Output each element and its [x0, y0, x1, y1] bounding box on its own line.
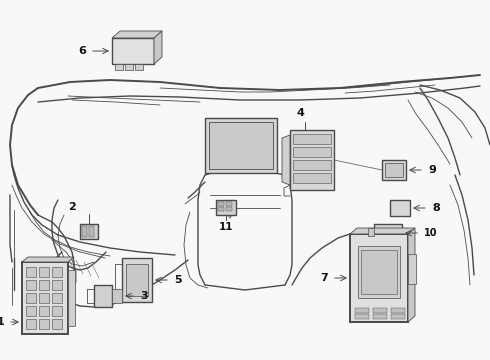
Bar — [26, 306, 36, 316]
Bar — [205, 118, 277, 173]
Bar — [373, 308, 387, 313]
Bar — [122, 258, 152, 302]
Bar — [115, 64, 123, 70]
Bar — [391, 308, 405, 313]
Bar — [390, 200, 410, 216]
Bar — [293, 160, 331, 170]
Bar — [89, 226, 94, 237]
Bar — [52, 280, 62, 290]
Bar — [52, 267, 62, 277]
Bar — [373, 314, 387, 319]
Polygon shape — [154, 31, 162, 64]
Bar — [293, 173, 331, 183]
Bar — [126, 264, 148, 296]
Bar — [290, 130, 334, 190]
Bar — [374, 224, 402, 242]
Text: 3: 3 — [140, 291, 147, 301]
Bar — [358, 246, 400, 298]
Text: 1: 1 — [0, 317, 4, 327]
Polygon shape — [408, 228, 415, 322]
Text: 10: 10 — [424, 228, 438, 238]
Text: 7: 7 — [320, 273, 328, 283]
Bar — [68, 270, 75, 326]
Bar — [293, 147, 331, 157]
Bar — [350, 234, 408, 322]
Bar — [52, 306, 62, 316]
Bar — [112, 289, 122, 303]
Bar — [218, 207, 224, 211]
Text: 9: 9 — [428, 165, 436, 175]
Bar — [112, 38, 154, 64]
Bar — [226, 207, 232, 211]
Polygon shape — [350, 228, 415, 234]
Polygon shape — [112, 31, 162, 38]
Bar — [293, 134, 331, 144]
Bar — [391, 314, 405, 319]
Bar — [368, 228, 374, 236]
Text: 2: 2 — [68, 202, 76, 212]
Bar — [209, 122, 273, 169]
Text: 8: 8 — [432, 203, 440, 213]
Bar — [39, 319, 49, 329]
Bar — [80, 224, 98, 239]
Bar — [26, 267, 36, 277]
Bar — [39, 267, 49, 277]
Bar — [125, 64, 133, 70]
Bar — [408, 254, 416, 284]
Bar — [26, 319, 36, 329]
Bar — [355, 308, 369, 313]
Bar — [94, 285, 112, 307]
Text: 6: 6 — [78, 46, 86, 56]
Bar — [226, 202, 232, 206]
Bar — [26, 293, 36, 303]
Bar — [218, 202, 224, 206]
Bar — [39, 293, 49, 303]
Bar — [52, 293, 62, 303]
Polygon shape — [22, 257, 74, 262]
Bar — [382, 160, 406, 180]
Text: 11: 11 — [219, 222, 233, 232]
Text: 4: 4 — [296, 108, 304, 118]
Bar — [361, 250, 397, 294]
Bar — [135, 64, 143, 70]
Bar — [39, 280, 49, 290]
Bar — [355, 314, 369, 319]
Bar — [82, 226, 87, 237]
Text: 5: 5 — [174, 275, 182, 285]
Bar — [22, 262, 68, 334]
Bar — [52, 319, 62, 329]
Bar — [385, 163, 403, 177]
Bar — [216, 200, 236, 215]
Bar — [39, 306, 49, 316]
Polygon shape — [282, 135, 290, 185]
Bar — [26, 280, 36, 290]
